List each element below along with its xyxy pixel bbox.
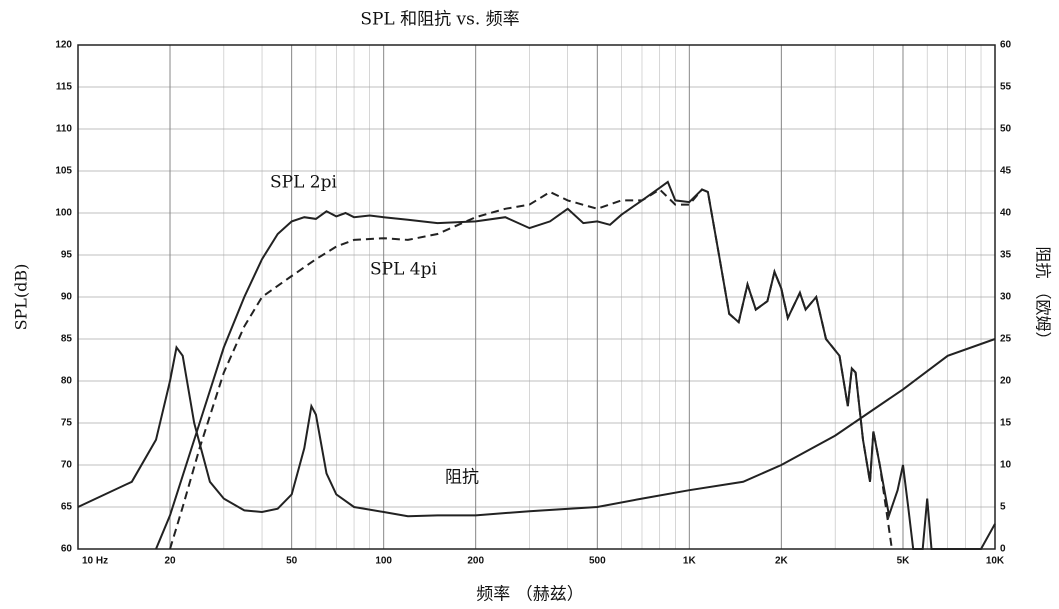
y-tick-label: 100 bbox=[55, 208, 72, 219]
x-tick-label: 50 bbox=[286, 556, 298, 567]
y-tick-label: 120 bbox=[55, 40, 72, 51]
y2-tick-label: 20 bbox=[1000, 376, 1012, 387]
plot-frame bbox=[77, 44, 996, 550]
y-axis-label: SPL(dB) bbox=[12, 264, 31, 331]
x-tick-label: 10 Hz bbox=[82, 556, 108, 567]
y2-tick-label: 5 bbox=[1000, 502, 1006, 513]
y-tick-label: 75 bbox=[61, 418, 73, 429]
y2-tick-label: 55 bbox=[1000, 82, 1012, 93]
x-tick-label: 500 bbox=[589, 556, 606, 567]
y2-tick-label: 40 bbox=[1000, 208, 1012, 219]
y2-tick-label: 25 bbox=[1000, 334, 1012, 345]
y2-tick-label: 30 bbox=[1000, 292, 1012, 303]
y2-tick-label: 10 bbox=[1000, 460, 1012, 471]
y-tick-label: 105 bbox=[55, 166, 72, 177]
x-axis-label: 频率 （赫兹） bbox=[476, 585, 583, 605]
y2-tick-label: 50 bbox=[1000, 124, 1012, 135]
x-tick-label: 200 bbox=[467, 556, 484, 567]
y-tick-label: 110 bbox=[56, 124, 73, 135]
y-tick-label: 60 bbox=[61, 544, 73, 555]
y-tick-label: 90 bbox=[61, 292, 73, 303]
y2-tick-label: 60 bbox=[1000, 40, 1012, 51]
chart-title: SPL 和阻抗 vs. 频率 bbox=[360, 10, 519, 30]
y2-tick-label: 35 bbox=[1000, 250, 1012, 261]
y-tick-label: 115 bbox=[56, 82, 73, 93]
x-tick-label: 2K bbox=[775, 556, 789, 567]
y-tick-label: 65 bbox=[61, 502, 73, 513]
y2-axis-label: 阻抗 （欧姆） bbox=[1034, 246, 1053, 347]
series-label: 阻抗 bbox=[445, 468, 479, 488]
y-tick-label: 80 bbox=[61, 376, 73, 387]
x-tick-label: 1K bbox=[683, 556, 697, 567]
line-series bbox=[155, 180, 996, 550]
series-label: SPL 2pi bbox=[270, 173, 337, 193]
series-label: SPL 4pi bbox=[370, 260, 437, 280]
line-series bbox=[77, 338, 996, 518]
x-tick-label: 5K bbox=[897, 556, 911, 567]
y2-tick-label: 45 bbox=[1000, 166, 1012, 177]
y2-tick-label: 15 bbox=[1000, 418, 1012, 429]
y-tick-label: 85 bbox=[61, 334, 73, 345]
line-series bbox=[169, 188, 893, 550]
x-tick-label: 10K bbox=[986, 556, 1005, 567]
y2-tick-label: 0 bbox=[1000, 544, 1006, 555]
x-tick-label: 20 bbox=[164, 556, 176, 567]
x-tick-label: 100 bbox=[375, 556, 392, 567]
y-tick-label: 70 bbox=[61, 460, 73, 471]
y-tick-label: 95 bbox=[61, 250, 73, 261]
